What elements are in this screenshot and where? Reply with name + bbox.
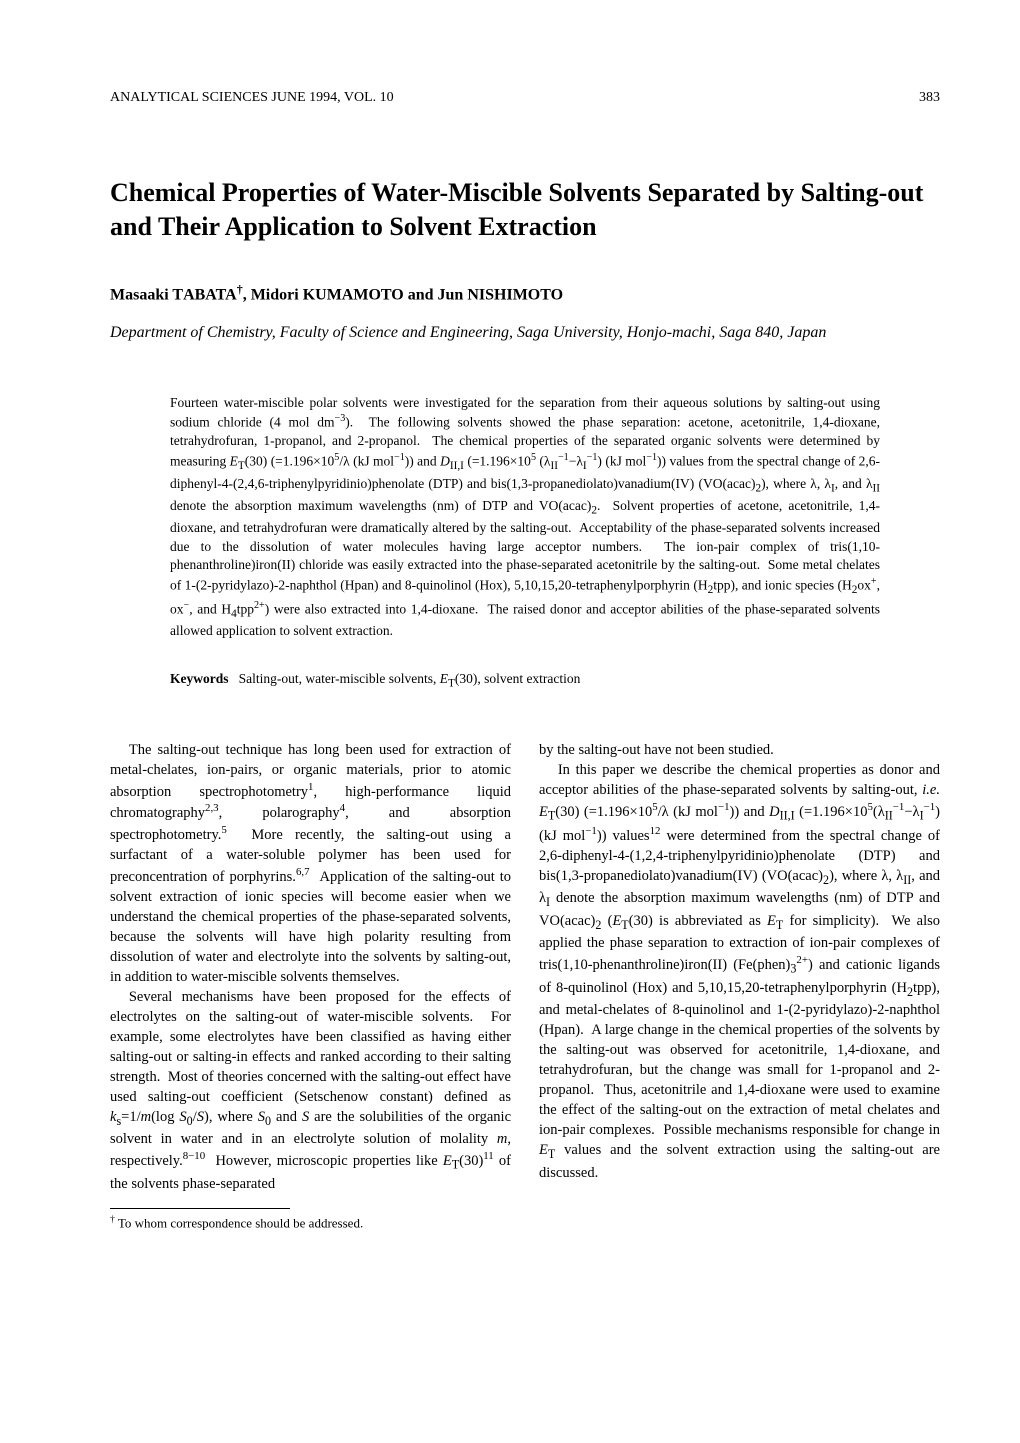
article-title: Chemical Properties of Water-Miscible So… bbox=[110, 176, 940, 244]
keywords-label: Keywords bbox=[170, 671, 229, 686]
footnote: † To whom correspondence should be addre… bbox=[110, 1213, 511, 1232]
body-text: The salting-out technique has long been … bbox=[110, 740, 940, 1233]
journal-name: ANALYTICAL SCIENCES JUNE 1994, VOL. 10 bbox=[110, 90, 394, 106]
paragraph: The salting-out technique has long been … bbox=[110, 740, 511, 987]
running-header: ANALYTICAL SCIENCES JUNE 1994, VOL. 10 3… bbox=[110, 90, 940, 106]
footnote-rule bbox=[110, 1208, 290, 1209]
column-left: The salting-out technique has long been … bbox=[110, 740, 511, 1233]
abstract: Fourteen water-miscible polar solvents w… bbox=[170, 394, 880, 641]
page-number: 383 bbox=[919, 90, 940, 106]
keywords-text: Salting-out, water-miscible solvents, ET… bbox=[239, 671, 581, 686]
affiliation: Department of Chemistry, Faculty of Scie… bbox=[110, 322, 940, 344]
paragraph: In this paper we describe the chemical p… bbox=[539, 760, 940, 1183]
keywords-line: Keywords Salting-out, water-miscible sol… bbox=[170, 671, 880, 690]
paragraph: Several mechanisms have been proposed fo… bbox=[110, 987, 511, 1194]
column-right: by the salting-out have not been studied… bbox=[539, 740, 940, 1233]
paragraph: by the salting-out have not been studied… bbox=[539, 740, 940, 760]
authors: Masaaki TABATA†, Midori KUMAMOTO and Jun… bbox=[110, 282, 940, 304]
